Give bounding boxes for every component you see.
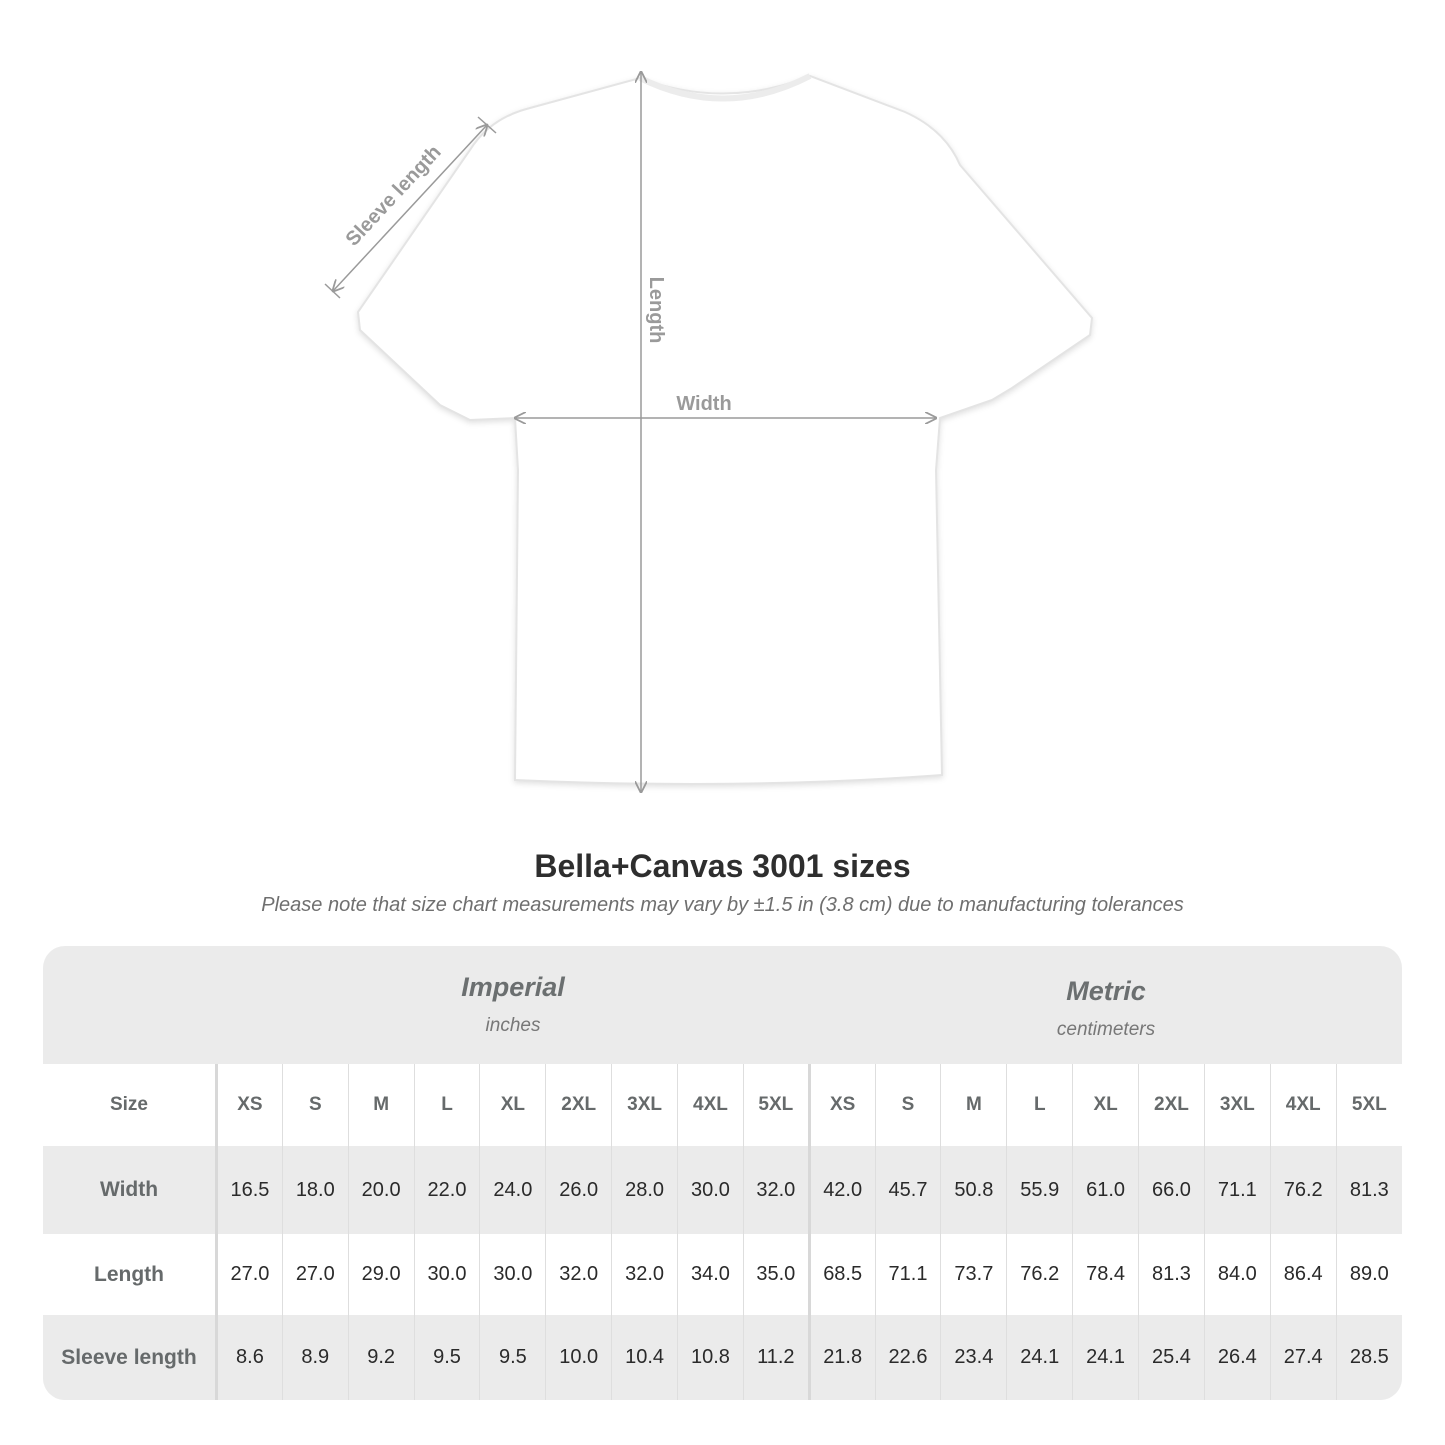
metric-value-cell: 24.1 — [1072, 1315, 1139, 1400]
imperial-size-l: L — [413, 1064, 480, 1146]
metric-value-cell: 81.3 — [1335, 1146, 1402, 1234]
metric-value-cell: 71.1 — [1203, 1146, 1271, 1234]
imperial-value-cell: 10.0 — [545, 1315, 612, 1400]
imperial-value-cell: 32.0 — [611, 1234, 678, 1315]
imperial-value-cell: 28.0 — [611, 1146, 678, 1234]
metric-value-cell: 24.1 — [1006, 1315, 1073, 1400]
tshirt-diagram: Width Length Sleeve length — [324, 0, 1094, 840]
sleeve-arrow — [333, 125, 487, 291]
imperial-size-2xl: 2XL — [545, 1064, 612, 1146]
metric-value-cell: 22.6 — [874, 1315, 941, 1400]
metric-size-xs: XS — [807, 1064, 876, 1146]
metric-value-cell: 25.4 — [1138, 1315, 1205, 1400]
imperial-value-cell: 10.4 — [611, 1315, 678, 1400]
imperial-size-m: M — [347, 1064, 415, 1146]
metric-header: Metric centimeters — [810, 946, 1402, 1094]
imperial-value-cell: 8.9 — [281, 1315, 349, 1400]
length-label: Length — [645, 277, 667, 344]
metric-value-cell: 50.8 — [940, 1146, 1007, 1234]
imperial-value-cell: 8.6 — [216, 1315, 283, 1400]
imperial-size-xl: XL — [479, 1064, 546, 1146]
imperial-value-cell: 9.5 — [479, 1315, 546, 1400]
metric-value-cell: 86.4 — [1269, 1234, 1337, 1315]
metric-size-2xl: 2XL — [1138, 1064, 1205, 1146]
metric-value-cell: 23.4 — [940, 1315, 1007, 1400]
imperial-value-cell: 9.2 — [347, 1315, 415, 1400]
imperial-value-cell: 32.0 — [545, 1234, 612, 1315]
metric-size-s: S — [874, 1064, 941, 1146]
metric-value-cell: 68.5 — [807, 1234, 876, 1315]
imperial-size-s: S — [281, 1064, 349, 1146]
metric-label: Metric — [1066, 976, 1146, 1006]
imperial-value-cell: 20.0 — [347, 1146, 415, 1234]
imperial-value-cell: 30.0 — [677, 1146, 744, 1234]
row-label: Sleeve length — [43, 1315, 218, 1400]
size-header-row: Size XS S M L XL 2XL 3XL 4XL 5XL XS S M L XL 2XL 3XL 4XL 5… — [43, 1064, 1402, 1146]
tshirt-shape — [356, 74, 1094, 785]
imperial-value-cell: 30.0 — [413, 1234, 480, 1315]
row-label: Length — [43, 1234, 218, 1315]
metric-value-cell: 71.1 — [874, 1234, 941, 1315]
imperial-label: Imperial — [461, 972, 565, 1002]
imperial-value-cell: 18.0 — [281, 1146, 349, 1234]
table-row: Width 16.5 18.0 20.0 22.0 24.0 26.0 28.0 30.0 32.… — [43, 1146, 1402, 1234]
imperial-value-cell: 27.0 — [281, 1234, 349, 1315]
size-table: Size XS S M L XL 2XL 3XL 4XL 5XL XS S M L XL 2XL 3XL 4XL 5… — [43, 1064, 1402, 1400]
metric-size-3xl: 3XL — [1203, 1064, 1271, 1146]
metric-value-cell: 27.4 — [1269, 1315, 1337, 1400]
table-row: Sleeve length 8.6 8.9 9.2 9.5 9.5 10.0 10.4 10.8… — [43, 1315, 1402, 1400]
row-label: Width — [43, 1146, 218, 1234]
imperial-value-cell: 16.5 — [216, 1146, 283, 1234]
collar — [638, 73, 812, 102]
metric-value-cell: 76.2 — [1006, 1234, 1073, 1315]
metric-value-cell: 73.7 — [940, 1234, 1007, 1315]
imperial-size-xs: XS — [216, 1064, 283, 1146]
imperial-value-cell: 10.8 — [677, 1315, 744, 1400]
page-title: Bella+Canvas 3001 sizes — [534, 848, 911, 884]
metric-value-cell: 84.0 — [1203, 1234, 1271, 1315]
imperial-header: Imperial inches — [216, 946, 810, 1090]
imperial-value-cell: 27.0 — [216, 1234, 283, 1315]
metric-size-l: L — [1006, 1064, 1073, 1146]
metric-value-cell: 21.8 — [807, 1315, 876, 1400]
imperial-value-cell: 9.5 — [413, 1315, 480, 1400]
metric-value-cell: 45.7 — [874, 1146, 941, 1234]
metric-value-cell: 61.0 — [1072, 1146, 1139, 1234]
imperial-value-cell: 34.0 — [677, 1234, 744, 1315]
metric-value-cell: 55.9 — [1006, 1146, 1073, 1234]
imperial-value-cell: 32.0 — [742, 1146, 810, 1234]
imperial-value-cell: 22.0 — [413, 1146, 480, 1234]
metric-value-cell: 78.4 — [1072, 1234, 1139, 1315]
size-chart: Imperial inches Metric centimeters Size X… — [43, 946, 1402, 1400]
metric-size-m: M — [940, 1064, 1007, 1146]
table-row: Length 27.0 27.0 29.0 30.0 30.0 32.0 32.0 34.0 35… — [43, 1234, 1402, 1315]
metric-value-cell: 89.0 — [1335, 1234, 1402, 1315]
width-label: Width — [676, 393, 731, 415]
metric-value-cell: 26.4 — [1203, 1315, 1271, 1400]
metric-size-xl: XL — [1072, 1064, 1139, 1146]
metric-size-4xl: 4XL — [1269, 1064, 1337, 1146]
imperial-size-3xl: 3XL — [611, 1064, 678, 1146]
imperial-value-cell: 35.0 — [742, 1234, 810, 1315]
tolerance-note: Please note that size chart measurements… — [261, 894, 1184, 916]
metric-value-cell: 28.5 — [1335, 1315, 1402, 1400]
imperial-size-4xl: 4XL — [677, 1064, 744, 1146]
imperial-value-cell: 29.0 — [347, 1234, 415, 1315]
metric-unit: centimeters — [1056, 1019, 1156, 1040]
imperial-size-5xl: 5XL — [742, 1064, 810, 1146]
metric-value-cell: 42.0 — [807, 1146, 876, 1234]
imperial-value-cell: 26.0 — [545, 1146, 612, 1234]
imperial-value-cell: 24.0 — [479, 1146, 546, 1234]
metric-value-cell: 66.0 — [1138, 1146, 1205, 1234]
metric-value-cell: 76.2 — [1269, 1146, 1337, 1234]
imperial-value-cell: 30.0 — [479, 1234, 546, 1315]
metric-value-cell: 81.3 — [1138, 1234, 1205, 1315]
imperial-value-cell: 11.2 — [742, 1315, 810, 1400]
metric-size-5xl: 5XL — [1335, 1064, 1402, 1146]
size-label: Size — [43, 1064, 218, 1146]
imperial-unit: inches — [485, 1015, 541, 1036]
